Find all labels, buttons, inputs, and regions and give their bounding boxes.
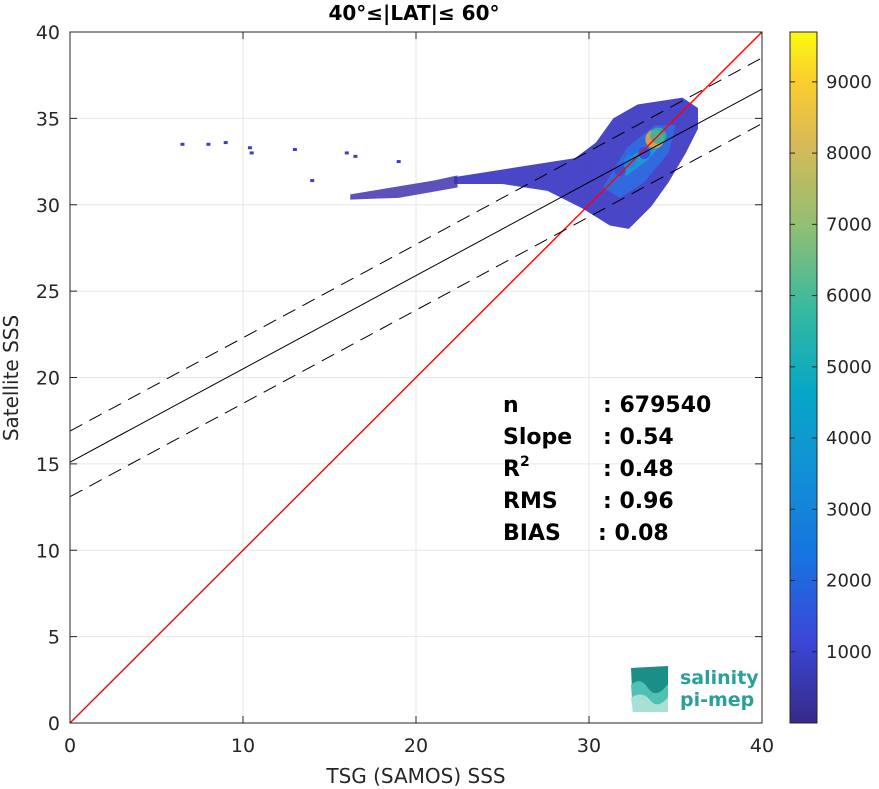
density-outlier <box>292 147 297 151</box>
x-tick-label: 0 <box>64 735 76 757</box>
density-region-main <box>454 97 698 229</box>
density-outlier <box>344 151 349 155</box>
stat-value: : 0.96 <box>603 489 674 514</box>
colorbar-tick-label: 1000 <box>826 642 872 663</box>
y-tick-label: 0 <box>48 713 60 735</box>
density-outlier <box>206 142 211 146</box>
x-axis-label: TSG (SAMOS) SSS <box>325 764 505 788</box>
density-outlier <box>353 154 358 158</box>
y-tick-label: 5 <box>48 627 60 649</box>
density-outlier <box>310 179 315 183</box>
regression-lines <box>70 32 762 723</box>
colorbar-tick-label: 8000 <box>826 143 872 164</box>
axis-ticks: 0 10 20 30 40 0 5 10 15 20 25 30 35 40 <box>36 22 774 757</box>
y-tick-label: 20 <box>36 368 60 390</box>
stat-value: : 679540 <box>603 393 711 418</box>
density-outlier <box>247 146 252 150</box>
logo: salinity pi-mep <box>631 666 759 712</box>
colorbar-tick-label: 9000 <box>826 72 872 93</box>
y-tick-label: 30 <box>36 195 60 217</box>
stat-label: n <box>503 393 519 418</box>
colorbar-tick-label: 3000 <box>826 499 872 520</box>
logo-text-salinity: salinity <box>680 667 759 689</box>
y-tick-label: 25 <box>36 281 60 303</box>
y-tick-label: 35 <box>36 108 60 130</box>
stat-value: : 0.08 <box>598 521 669 546</box>
stats-box: n : 679540 Slope : 0.54 R 2 : 0.48 RMS : 0.96 BIA… <box>503 393 711 546</box>
line-fit <box>70 88 762 463</box>
stat-superscript: 2 <box>520 454 530 470</box>
stat-value: : 0.54 <box>603 425 674 450</box>
stat-value: : 0.48 <box>603 457 674 482</box>
wave-icon <box>631 666 668 712</box>
density-outlier <box>223 141 228 145</box>
colorbar-tick-label: 6000 <box>826 286 872 307</box>
logo-text-pimep: pi-mep <box>680 689 754 711</box>
line-1-1 <box>70 32 762 723</box>
density-outlier <box>396 160 401 164</box>
colorbar-tick-label: 2000 <box>826 571 872 592</box>
y-tick-label: 15 <box>36 454 60 476</box>
x-tick-label: 10 <box>231 735 255 757</box>
stat-label: BIAS <box>503 521 561 546</box>
colorbar-ticks: 1000 2000 3000 4000 5000 6000 7000 8000 9000 <box>790 72 872 663</box>
x-tick-label: 20 <box>404 735 428 757</box>
colorbar <box>789 31 818 724</box>
y-axis-label: Satellite SSS <box>0 315 23 441</box>
y-tick-label: 10 <box>36 540 60 562</box>
chart-title: 40°≤|LAT|≤ 60° <box>328 1 499 25</box>
x-tick-label: 30 <box>577 735 601 757</box>
density-outlier <box>249 151 254 155</box>
colorbar-tick-label: 5000 <box>826 357 872 378</box>
stat-label: Slope <box>503 425 572 450</box>
stat-label: RMS <box>503 489 558 514</box>
x-tick-label: 40 <box>750 735 774 757</box>
density-region-tail <box>350 175 458 200</box>
colorbar-tick-label: 4000 <box>826 428 872 449</box>
y-tick-label: 40 <box>36 22 60 44</box>
density-outlier <box>180 142 185 146</box>
colorbar-tick-label: 7000 <box>826 214 872 235</box>
stat-label: R <box>503 457 520 482</box>
